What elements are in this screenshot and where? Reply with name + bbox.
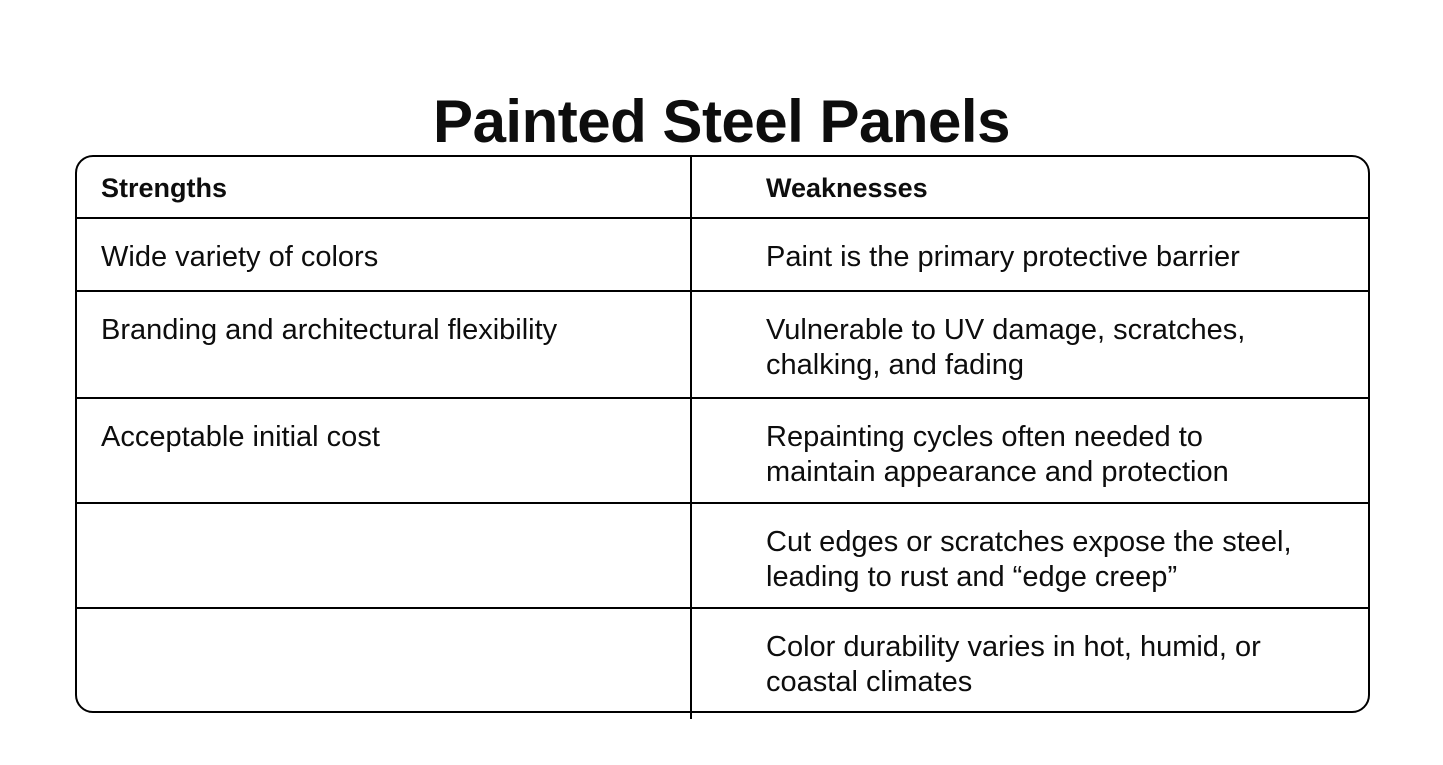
cell-weaknesses-1: Paint is the primary protective barrier	[766, 241, 1240, 273]
cell-weaknesses-5: Color durability varies in hot, humid, o…	[766, 631, 1261, 698]
table-header-row: Strengths Weaknesses	[77, 157, 1368, 217]
page-title: Painted Steel Panels	[433, 88, 1010, 156]
table-row: Color durability varies in hot, humid, o…	[77, 607, 1368, 711]
column-divider	[690, 157, 692, 719]
cell-strengths-5	[77, 609, 692, 711]
cell-weaknesses-2: Vulnerable to UV damage, scratches, chal…	[766, 314, 1246, 381]
table-row: Branding and architectural flexibility V…	[77, 290, 1368, 397]
column-header-weaknesses: Weaknesses	[766, 173, 928, 203]
cell-weaknesses-3: Repainting cycles often needed to mainta…	[766, 421, 1229, 488]
table-row: Cut edges or scratches expose the steel,…	[77, 502, 1368, 607]
cell-weaknesses-4: Cut edges or scratches expose the steel,…	[766, 526, 1292, 593]
cell-strengths-4	[77, 504, 692, 607]
table-row: Wide variety of colors Paint is the prim…	[77, 217, 1368, 290]
table-row: Acceptable initial cost Repainting cycle…	[77, 397, 1368, 502]
cell-strengths-2: Branding and architectural flexibility	[101, 314, 558, 346]
cell-strengths-1: Wide variety of colors	[101, 241, 379, 273]
cell-strengths-3: Acceptable initial cost	[101, 421, 380, 453]
comparison-table: Strengths Weaknesses Wide variety of col…	[75, 155, 1370, 719]
column-header-strengths: Strengths	[101, 173, 228, 203]
